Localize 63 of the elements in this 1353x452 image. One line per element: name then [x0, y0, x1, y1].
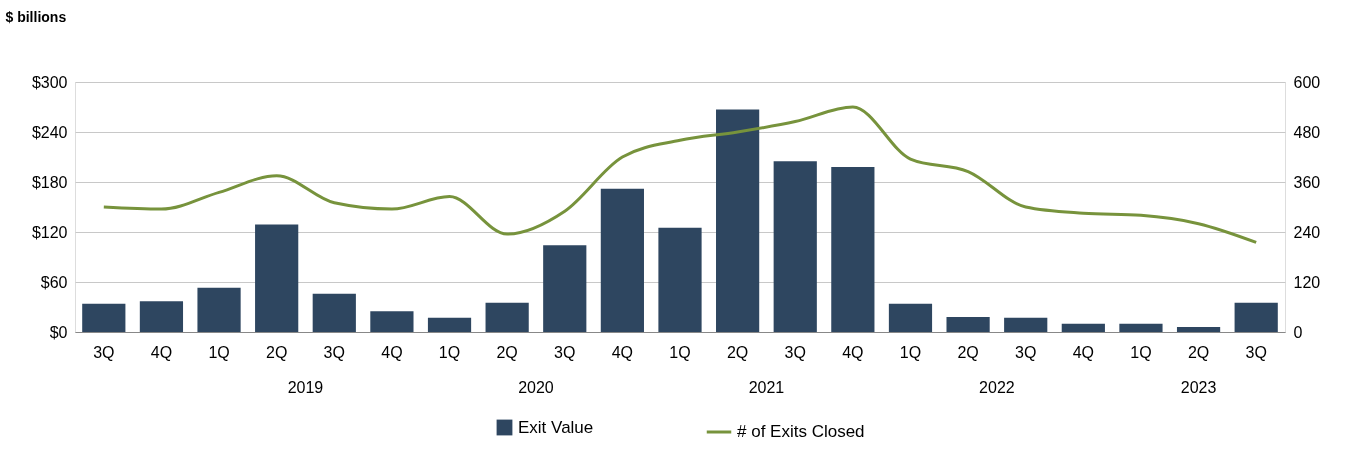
x-tick-label: 2Q [265, 343, 288, 361]
text: 2021 [748, 379, 785, 396]
y-tick-label: $60 [40, 273, 68, 291]
bar [716, 109, 760, 332]
bar [1061, 323, 1105, 332]
bar [370, 311, 414, 332]
bar [139, 301, 184, 332]
x-tick-label: 4Q [842, 343, 864, 361]
bar [888, 303, 933, 332]
y-tick-label: $180 [31, 173, 68, 191]
bar [946, 317, 990, 332]
line-series [102, 105, 1258, 244]
bar [82, 303, 126, 332]
y2-tick-label: 480 [1293, 123, 1321, 141]
x-tick-label: 1Q [438, 343, 461, 361]
x-tick-label: 3Q [1015, 343, 1037, 361]
y-tick-label: $0 [49, 323, 68, 341]
bar [1119, 323, 1163, 332]
x-tick-label: 2Q [726, 343, 749, 361]
y2-tick-label: 360 [1293, 173, 1321, 191]
y2-tick-label: 120 [1293, 273, 1321, 291]
y-tick-label: $300 [31, 73, 68, 91]
y-tick-label: $120 [31, 223, 68, 241]
bar [773, 161, 817, 332]
text: 2023 [1180, 379, 1217, 396]
x-tick-label: 2Q [496, 343, 518, 361]
x-tick-label: 1Q [669, 343, 691, 361]
bar [1004, 317, 1048, 332]
x-tick-label: 3Q [323, 343, 345, 361]
x-tick-label: 1Q [1130, 343, 1152, 361]
bar [427, 317, 472, 332]
x-tick-label: 3Q [784, 343, 806, 361]
bar [831, 167, 875, 332]
bar [255, 224, 299, 332]
legend-label: Exit Value [518, 417, 594, 437]
bar [197, 287, 241, 332]
x-tick-label: 4Q [381, 343, 403, 361]
x-tick-label: 2Q [1187, 343, 1210, 361]
bar [1176, 327, 1221, 332]
text: 2019 [287, 379, 324, 396]
y-axis-title: $ billions [5, 8, 67, 25]
y2-tick-label: 240 [1293, 223, 1321, 241]
x-tick-label: 1Q [899, 343, 922, 361]
bar [312, 293, 356, 332]
bar [485, 302, 529, 332]
bar [1234, 302, 1278, 332]
x-tick-label: 4Q [150, 343, 173, 361]
text: 2022 [979, 379, 1015, 396]
x-tick-label: 3Q [1245, 343, 1267, 361]
legend-label: # of Exits Closed [737, 422, 865, 441]
y-tick-label: $240 [31, 123, 68, 141]
bar [543, 245, 587, 332]
x-tick-label: 1Q [208, 343, 230, 361]
bar [658, 227, 702, 332]
bar [600, 188, 644, 332]
x-tick-label: 2Q [957, 343, 979, 361]
x-tick-label: 3Q [93, 343, 115, 361]
y2-tick-label: 600 [1293, 73, 1321, 91]
y2-tick-label: 0 [1293, 323, 1303, 341]
x-tick-label: 4Q [1072, 343, 1095, 361]
x-tick-label: 3Q [554, 343, 576, 361]
text: 2020 [518, 379, 554, 396]
x-tick-label: 4Q [611, 343, 634, 361]
